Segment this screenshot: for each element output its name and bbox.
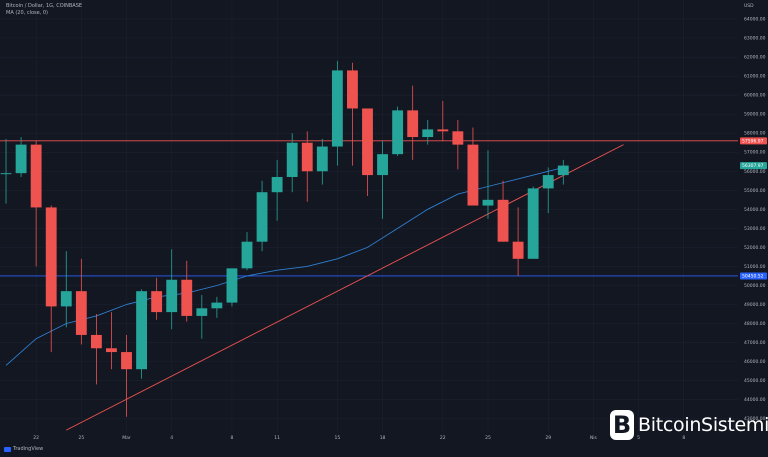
candle-body [15, 144, 27, 174]
trendline [66, 144, 624, 431]
y-tick-label: 53000.00 [744, 226, 766, 232]
x-tick-label: 8 [231, 435, 234, 441]
x-tick-label: 4 [170, 435, 173, 441]
last-price-tag [740, 162, 767, 170]
x-tick-label: 11 [274, 435, 280, 441]
candle-body [482, 199, 494, 206]
candle-body [331, 70, 343, 147]
candle-body [377, 154, 388, 176]
y-tick-label: 56000.00 [744, 169, 766, 175]
tradingview-brand[interactable]: TradingView [4, 446, 43, 452]
y-tick-label: 61000.00 [744, 74, 766, 80]
candle-body [75, 291, 87, 335]
candle-body [90, 334, 102, 349]
y-tick-label: 52000.00 [744, 245, 766, 251]
indicator-label: MA (20, close, 0) [6, 10, 49, 16]
tradingview-icon [4, 446, 11, 452]
level-price-tag [740, 137, 767, 145]
watermark-name: BitcoinSistemi [638, 414, 768, 436]
y-tick-label: 47000.00 [744, 340, 766, 346]
x-tick-label: 25 [78, 435, 84, 441]
x-tick-label: Mar [122, 435, 131, 441]
candle-body [151, 291, 163, 313]
candle-body [271, 176, 283, 193]
x-tick-label: 8 [682, 435, 685, 441]
y-tick-label: 55000.00 [744, 188, 766, 194]
y-tick-label: 51000.00 [744, 264, 766, 270]
level-price-label: 50450.52 [742, 274, 764, 280]
y-tick-label: 58000.00 [744, 131, 766, 137]
moving-average [5, 167, 564, 366]
x-tick-label: 29 [545, 435, 551, 441]
candle-body [422, 129, 434, 138]
candle-body [226, 268, 238, 303]
candle-body [256, 192, 268, 242]
candle-body [392, 110, 404, 155]
candle-body [542, 175, 554, 189]
x-tick-label: 18 [380, 435, 386, 441]
trendline-segment [66, 144, 624, 431]
grid-lines [0, 0, 738, 432]
candle-body [45, 207, 57, 307]
y-tick-label: 43000.00 [744, 416, 766, 422]
y-tick-label: 48000.00 [744, 321, 766, 327]
watermark-logo: B BitcoinSistemi [610, 410, 768, 440]
y-tick-label: 59000.00 [744, 112, 766, 118]
candle-body [362, 108, 373, 176]
y-tick-label: 44000.00 [744, 397, 766, 403]
candle-body [301, 142, 313, 172]
y-tick-label: 62000.00 [744, 55, 766, 61]
candle-body [241, 241, 253, 269]
x-tick-label: 22 [33, 435, 39, 441]
level-price-tag [740, 272, 767, 280]
y-tick-label: 45000.00 [744, 378, 766, 384]
y-tick-label: 49000.00 [744, 302, 766, 308]
candle-body [166, 279, 178, 313]
candle-body [211, 302, 223, 309]
candle-body [181, 279, 193, 316]
y-axis-currency: USD [744, 3, 754, 9]
candle-body [30, 144, 42, 208]
y-tick-label: 63000.00 [744, 36, 766, 42]
last-price-label: 56307.97 [742, 163, 764, 169]
y-tick-label: 64000.00 [744, 17, 766, 23]
bitcoin-icon: B [610, 410, 634, 440]
ma-line [5, 167, 564, 366]
candle-body [316, 146, 328, 172]
candle-body [60, 291, 72, 307]
candle-body [347, 70, 358, 109]
y-tick-label: 54000.00 [744, 207, 766, 213]
candle-body [121, 352, 132, 370]
x-tick-label: 5 [637, 435, 640, 441]
candle-body [452, 131, 464, 145]
candle-body [467, 144, 479, 206]
y-tick-label: 60000.00 [744, 93, 766, 99]
axes: 43000.00 44000.00 45000.00 46000.00 47000.00… [33, 3, 767, 441]
chart-title: Bitcoin / Dollar, 1G, COINBASE [6, 3, 83, 9]
candle-body [557, 165, 569, 176]
candles [0, 60, 569, 417]
candle-body [286, 142, 298, 177]
x-tick-label: 15 [335, 435, 341, 441]
candle-body [497, 199, 509, 242]
y-tick-label: 57000.00 [744, 150, 766, 156]
level-price-label: 57596.97 [742, 138, 764, 144]
x-tick-label: 22 [440, 435, 446, 441]
y-tick-label: 46000.00 [744, 359, 766, 365]
y-tick-label: 50000.00 [744, 283, 766, 289]
x-tick-label: Nis [590, 435, 598, 441]
candle-body [527, 188, 539, 259]
candle-body [437, 129, 449, 132]
x-tick-label: 25 [485, 435, 491, 441]
candle-body [196, 308, 208, 316]
candle-body [136, 291, 147, 370]
candle-body [512, 241, 524, 259]
candle-body [106, 348, 117, 353]
candle-body [407, 110, 419, 138]
tradingview-label: TradingView [13, 446, 44, 452]
candle-body [0, 173, 12, 175]
